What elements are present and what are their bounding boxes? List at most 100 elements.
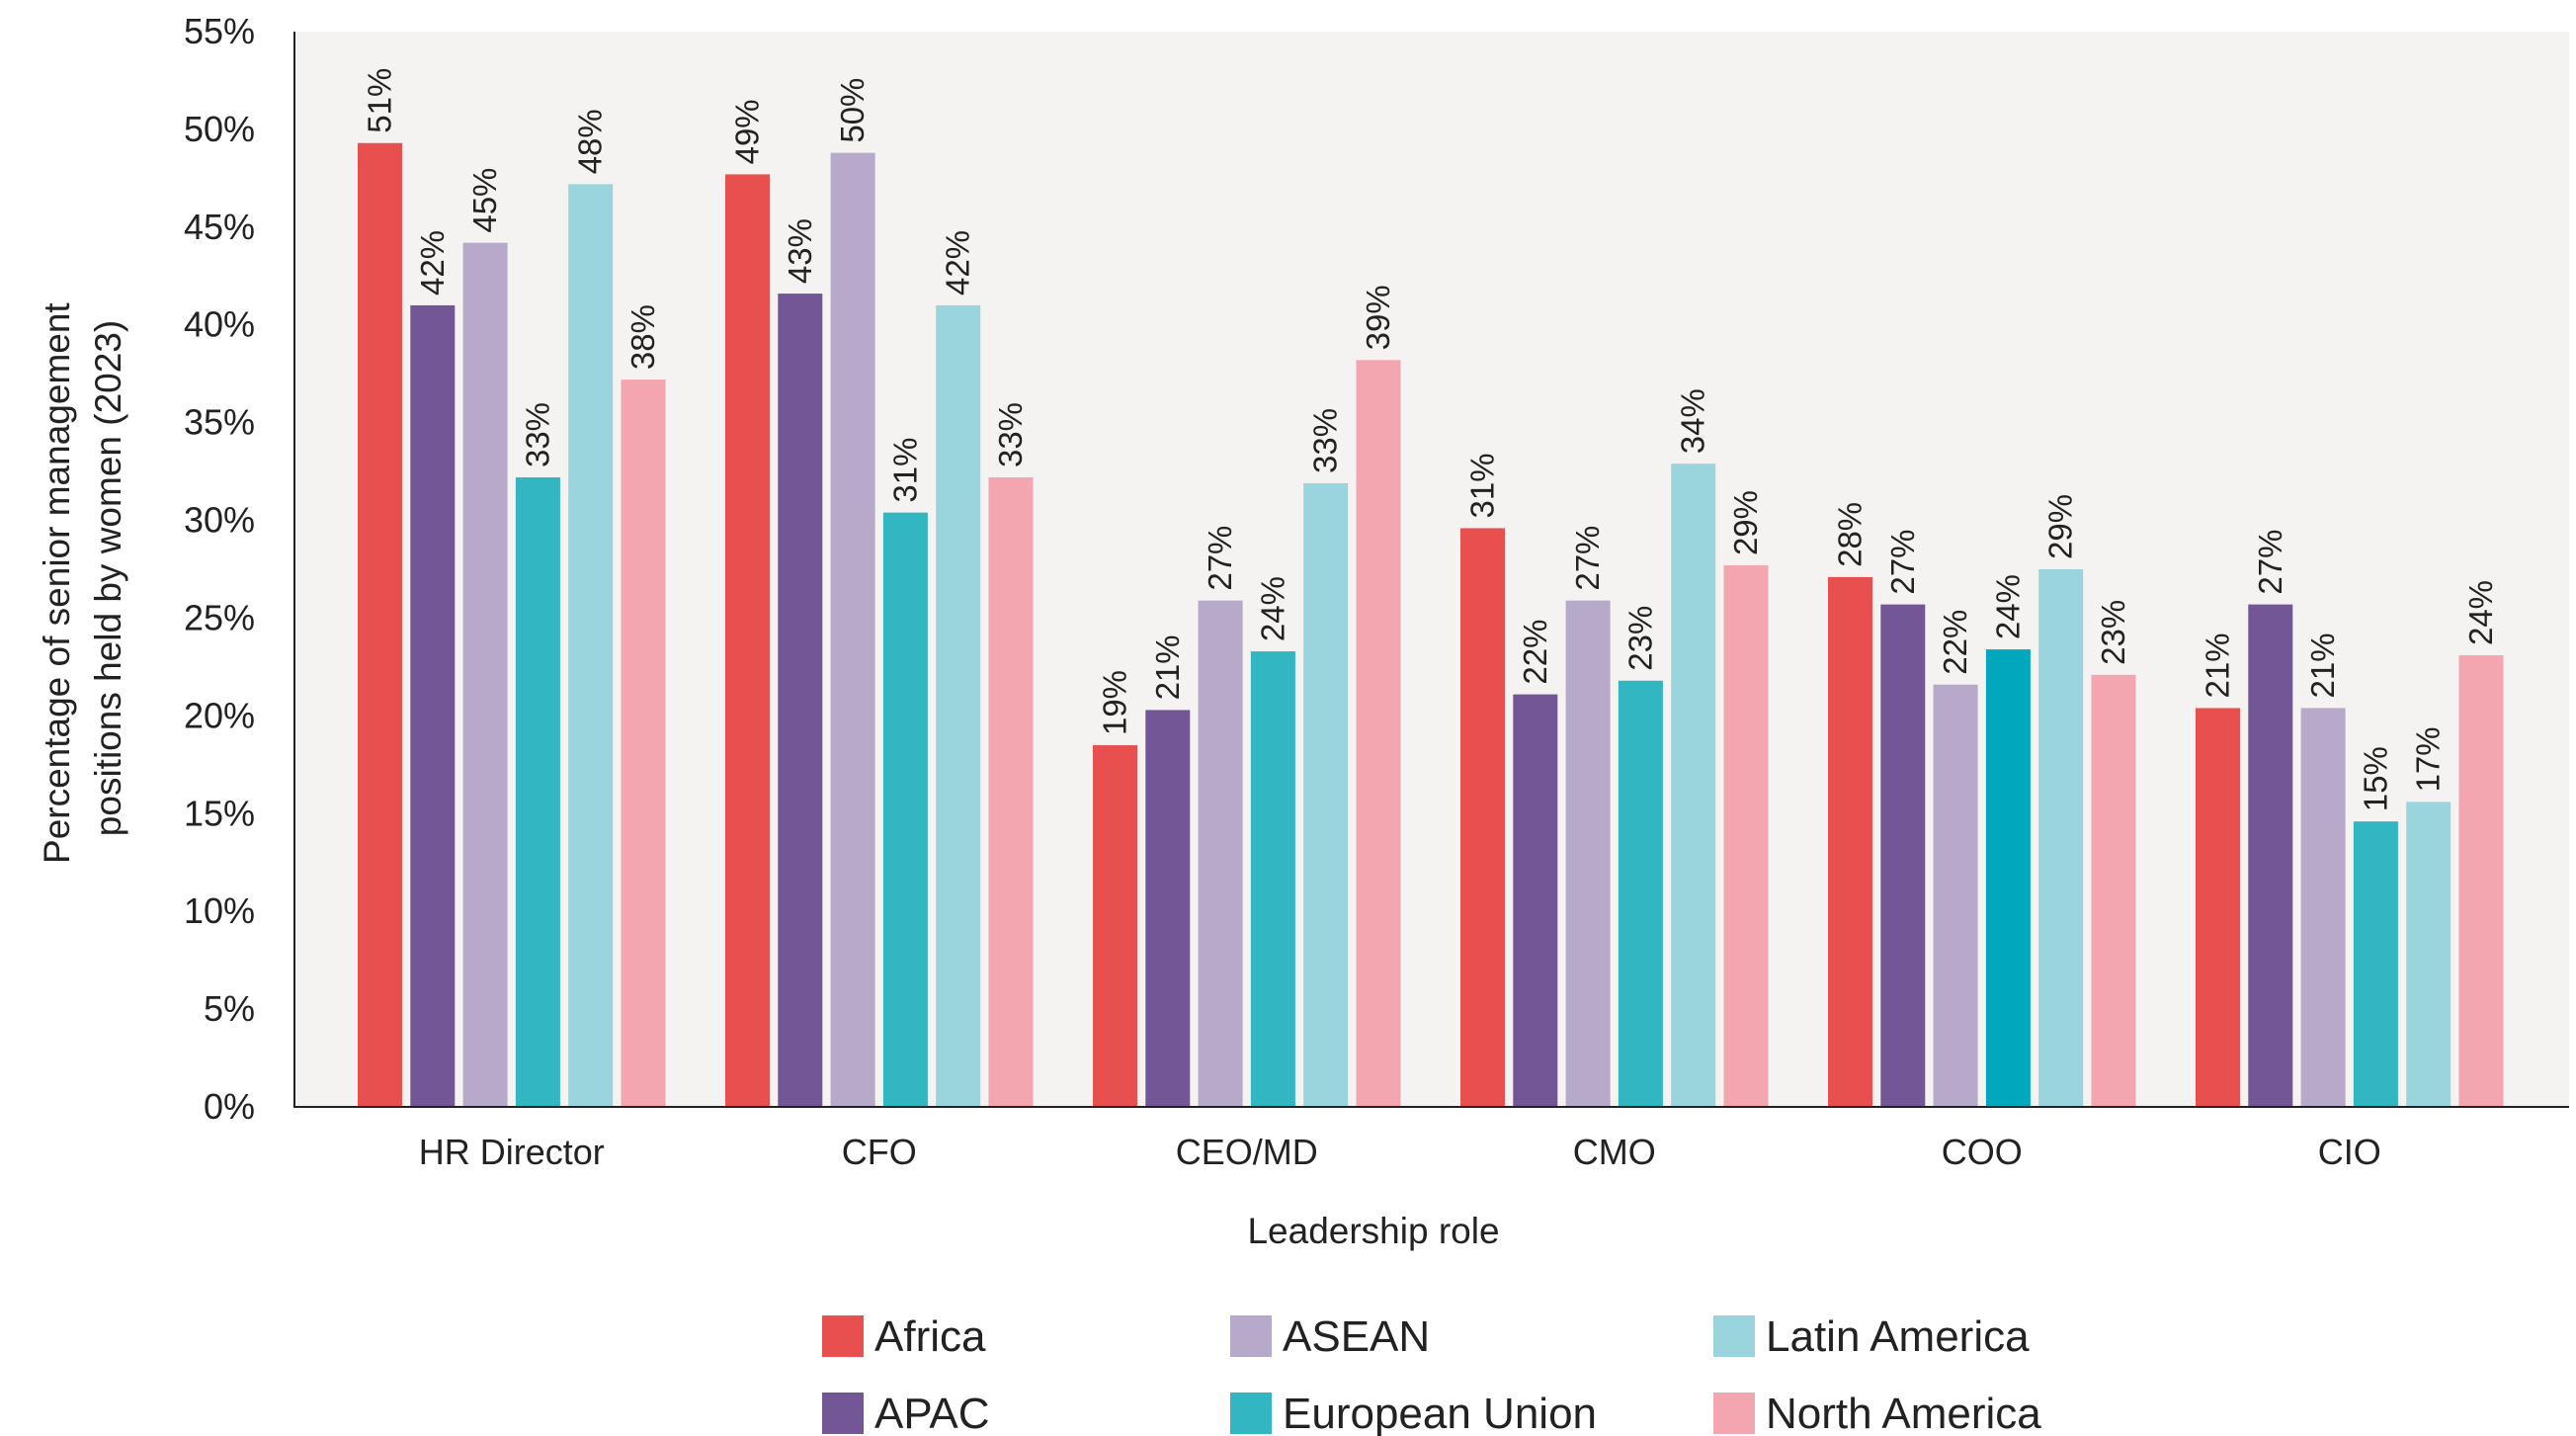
bar [1565,600,1611,1107]
legend-swatch [1230,1393,1272,1434]
data-label: 34% [1675,388,1711,454]
bar [1513,694,1558,1107]
data-label: 45% [466,168,503,233]
legend-swatch [1713,1393,1755,1434]
x-tick-label: CIO [2318,1132,2381,1172]
bar [462,242,508,1108]
bar [830,152,875,1107]
bar [778,294,823,1107]
x-tick-label: COO [1942,1132,2023,1172]
bars-group [358,142,2504,1108]
legend-label: APAC [874,1390,990,1436]
legend-label: North America [1766,1390,2041,1436]
data-label: 24% [2462,580,2499,645]
bar [725,174,770,1107]
y-tick-label: 20% [184,695,255,735]
data-label: 29% [2042,494,2079,559]
bar [568,184,614,1107]
x-axis-title: Leadership role [1247,1211,1499,1251]
x-tick-label: CFO [842,1132,917,1172]
data-label: 48% [572,109,609,174]
y-axis-title: Percentage of senior management position… [37,293,128,864]
y-tick-label: 55% [184,11,255,51]
data-label: 24% [1989,574,2026,639]
y-tick-label: 15% [184,793,255,833]
y-tick-label: 35% [184,402,255,443]
data-label: 24% [1254,576,1290,641]
data-label: 27% [2252,530,2288,595]
bar [1303,482,1349,1108]
bar [1198,600,1243,1107]
data-label: 39% [1360,285,1396,350]
x-tick-label: HR Director [419,1132,605,1172]
bar [2353,821,2398,1107]
bar [1093,745,1137,1107]
legend: Africa APAC ASEAN European Union Latin Ameri… [822,1312,2041,1436]
bar [1250,651,1295,1107]
data-label: 33% [519,402,555,467]
data-label: 50% [834,78,871,143]
y-tick-label: 10% [184,890,255,931]
bar [410,304,456,1108]
data-label: 33% [1307,408,1344,473]
data-label: 15% [2357,746,2393,811]
legend-label: ASEAN [1283,1312,1430,1361]
bar [621,380,666,1108]
bar [1618,680,1663,1107]
bar [2091,674,2136,1107]
bar [1671,464,1716,1107]
y-axis-title-line-2: positions held by women (2023) [88,320,128,836]
legend-label: European Union [1283,1390,1597,1436]
data-label: 42% [414,230,451,296]
bar [1933,684,1978,1107]
data-label: 51% [362,68,398,133]
data-label: 28% [1832,502,1869,567]
data-label: 33% [992,402,1029,467]
bar [1356,360,1401,1107]
bar [1460,528,1505,1107]
data-label: 21% [2304,633,2341,698]
data-label: 19% [1097,670,1133,735]
legend-swatch [1230,1315,1272,1357]
y-ticks-group: 0% 5% 10% 15% 20% 25% 30% 35% 40% 45% 50% 55% [184,11,255,1127]
data-label: 31% [886,438,923,503]
bar [2300,708,2346,1107]
bar [515,477,560,1107]
data-label: 23% [2095,600,2131,665]
legend-label: Latin America [1766,1312,2030,1361]
y-tick-label: 50% [184,109,255,149]
bar [1880,604,1926,1107]
y-tick-label: 5% [204,988,255,1029]
data-label: 21% [2200,633,2236,698]
data-label: 43% [782,218,818,284]
data-label: 23% [1621,606,1658,671]
data-label: 42% [940,230,976,296]
bar [2406,802,2451,1107]
data-label: 27% [1202,526,1238,591]
data-label: 31% [1464,453,1501,518]
data-label: 22% [1937,610,1973,675]
legend-label: Africa [874,1312,986,1361]
bar [358,142,402,1108]
data-labels-group: 51% 42% 45% 33% 48% 38% 49% 43% 50% 31% 42% 33% 19% 2… [362,68,2500,811]
bar [936,304,981,1108]
x-tick-label: CEO/MD [1176,1132,1318,1172]
data-label: 49% [729,99,766,164]
bar [2038,569,2084,1107]
data-label: 27% [1884,530,1921,595]
bar [988,477,1034,1107]
plot-background [294,32,2569,1106]
y-tick-label: 0% [204,1086,255,1127]
data-label: 22% [1517,620,1553,685]
y-tick-label: 40% [184,304,255,345]
x-tick-label: CMO [1573,1132,1656,1172]
y-tick-label: 45% [184,207,255,247]
legend-swatch [822,1315,864,1357]
bar [2458,655,2504,1107]
x-labels-group: HR Director CFO CEO/MD CMO COO CIO [419,1132,2381,1172]
legend-swatch [822,1393,864,1434]
data-label: 21% [1149,634,1186,700]
data-label: 27% [1569,526,1606,591]
bar [1828,576,1872,1107]
